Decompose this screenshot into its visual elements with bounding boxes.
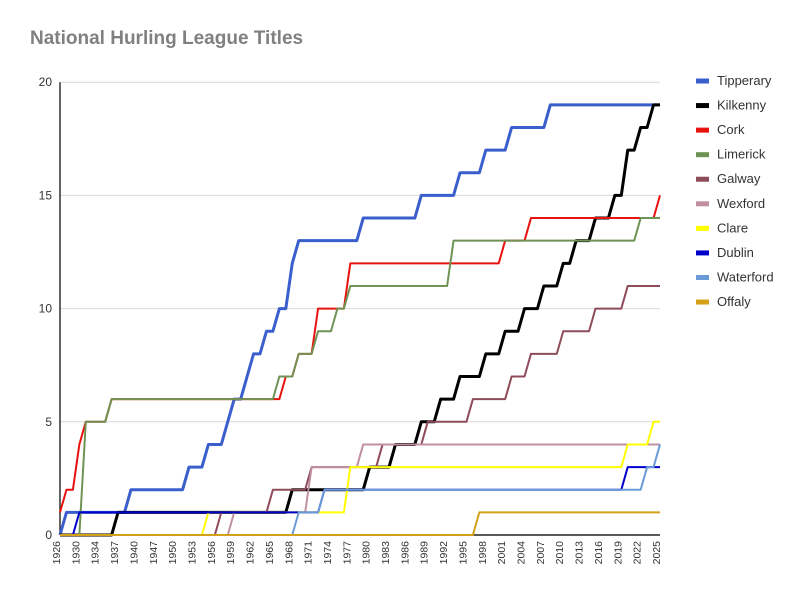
svg-text:Clare: Clare: [717, 220, 748, 235]
svg-text:1926: 1926: [51, 541, 63, 565]
svg-text:1947: 1947: [148, 541, 160, 565]
svg-text:1953: 1953: [186, 541, 198, 565]
svg-text:Wexford: Wexford: [717, 196, 765, 211]
svg-text:Dublin: Dublin: [717, 245, 754, 260]
svg-text:10: 10: [39, 302, 53, 316]
svg-text:Offaly: Offaly: [717, 294, 751, 309]
svg-text:1992: 1992: [438, 541, 450, 565]
svg-text:2001: 2001: [496, 541, 508, 565]
svg-text:2007: 2007: [535, 541, 547, 565]
svg-text:1956: 1956: [206, 541, 218, 565]
svg-text:1971: 1971: [303, 541, 315, 565]
svg-text:Limerick: Limerick: [717, 147, 766, 162]
svg-text:1937: 1937: [109, 541, 121, 565]
svg-text:1950: 1950: [167, 541, 179, 565]
svg-text:Galway: Galway: [717, 171, 761, 186]
svg-text:Kilkenny: Kilkenny: [717, 98, 767, 113]
svg-text:Tipperary: Tipperary: [717, 73, 772, 88]
svg-text:1940: 1940: [128, 541, 140, 565]
svg-text:1934: 1934: [90, 541, 102, 565]
svg-text:1959: 1959: [225, 541, 237, 565]
svg-text:1986: 1986: [399, 541, 411, 565]
svg-text:1998: 1998: [477, 541, 489, 565]
svg-text:1983: 1983: [380, 541, 392, 565]
svg-text:Cork: Cork: [717, 122, 745, 137]
svg-text:1989: 1989: [419, 541, 431, 565]
svg-text:2025: 2025: [651, 541, 663, 565]
svg-text:1965: 1965: [264, 541, 276, 565]
svg-text:5: 5: [45, 415, 52, 429]
svg-text:1995: 1995: [457, 541, 469, 565]
svg-text:0: 0: [45, 528, 52, 542]
svg-text:1962: 1962: [245, 541, 257, 565]
svg-text:1977: 1977: [341, 541, 353, 565]
svg-text:20: 20: [39, 75, 53, 89]
svg-text:1968: 1968: [283, 541, 295, 565]
svg-text:1980: 1980: [361, 541, 373, 565]
svg-text:15: 15: [39, 188, 53, 202]
svg-text:2022: 2022: [632, 541, 644, 565]
svg-text:2013: 2013: [574, 541, 586, 565]
svg-text:2016: 2016: [593, 541, 605, 565]
svg-text:2004: 2004: [516, 541, 528, 565]
svg-text:1974: 1974: [322, 541, 334, 565]
svg-text:1930: 1930: [70, 541, 82, 565]
svg-text:2010: 2010: [554, 541, 566, 565]
svg-text:2019: 2019: [612, 541, 624, 565]
svg-text:Waterford: Waterford: [717, 269, 774, 284]
